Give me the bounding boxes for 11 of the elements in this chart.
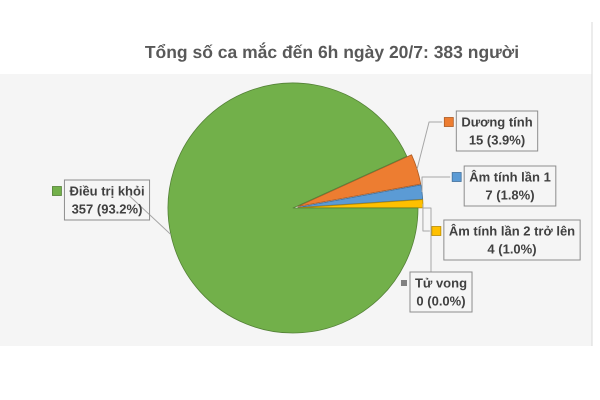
legend-label: Âm tính lần 1: [469, 170, 551, 185]
data-label: 4 (1.0%): [487, 242, 537, 257]
chart-title: Tổng số ca mắc đến 6h ngày 20/7: 383 người: [144, 42, 520, 62]
legend-label: Tử vong: [414, 276, 468, 291]
data-label: 15 (3.9%): [468, 132, 526, 148]
data-label: 7 (1.8%): [485, 188, 535, 203]
text: 0 (0.0%): [416, 294, 466, 309]
legend-label: Điều trị khỏi: [69, 184, 145, 199]
legend-label: Âm tính lần 2 trở lên: [448, 224, 576, 239]
data-label: 357 (93.2%): [72, 202, 142, 217]
legend-label: Dương tính: [461, 114, 533, 130]
